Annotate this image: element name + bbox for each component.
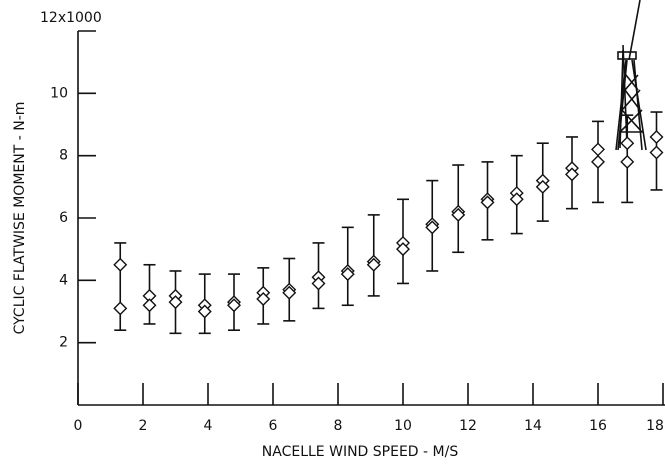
x-tick-label: 14 (524, 418, 542, 434)
y-axis-title: CYCLIC FLATWISE MOMENT - N-m (12, 102, 28, 335)
diamond-marker (509, 192, 524, 207)
diamond-marker (480, 195, 495, 210)
x-tick-label: 2 (139, 418, 148, 434)
y-tick-label: 6 (59, 210, 68, 226)
diamond-marker (282, 285, 297, 300)
diamond-marker (535, 179, 550, 194)
x-tick-label: 0 (74, 418, 83, 434)
diamond-marker (565, 167, 579, 182)
x-tick-label: 12 (459, 418, 477, 434)
x-tick-label: 10 (394, 418, 412, 434)
diamond-marker (227, 298, 241, 313)
diamond-marker (311, 276, 326, 291)
diamond-marker (340, 267, 355, 282)
x-tick-label: 16 (589, 418, 607, 434)
diamond-marker (113, 257, 128, 272)
y-tick-label: 8 (59, 148, 68, 164)
diamond-marker (649, 145, 664, 160)
diamond-marker (591, 142, 605, 157)
x-tick-label: 18 (646, 418, 664, 434)
diamond-marker (620, 136, 635, 151)
y-tick-label: 10 (50, 85, 68, 101)
range-bar (114, 242, 127, 332)
x-tick-label: 6 (269, 418, 278, 434)
diamond-marker (168, 295, 183, 310)
diamond-marker (366, 257, 381, 272)
diamond-marker (451, 207, 466, 222)
y-tick-label: 12x1000 (40, 10, 102, 26)
x-axis-title: NACELLE WIND SPEED - M/S (262, 444, 459, 460)
diamond-marker (256, 292, 271, 307)
diamond-marker (649, 129, 664, 144)
x-tick-label: 4 (204, 418, 213, 434)
diamond-marker (591, 154, 605, 169)
diamond-marker (425, 220, 440, 235)
y-tick-label: 4 (59, 272, 68, 288)
y-tick-label: 2 (59, 335, 68, 351)
diamond-marker (396, 242, 410, 257)
turbine-icon (615, 0, 647, 151)
x-tick-label: 8 (334, 418, 343, 434)
diamond-marker (142, 298, 157, 313)
diamond-marker (197, 304, 212, 319)
diamond-marker (620, 154, 635, 169)
diamond-marker (113, 301, 128, 316)
